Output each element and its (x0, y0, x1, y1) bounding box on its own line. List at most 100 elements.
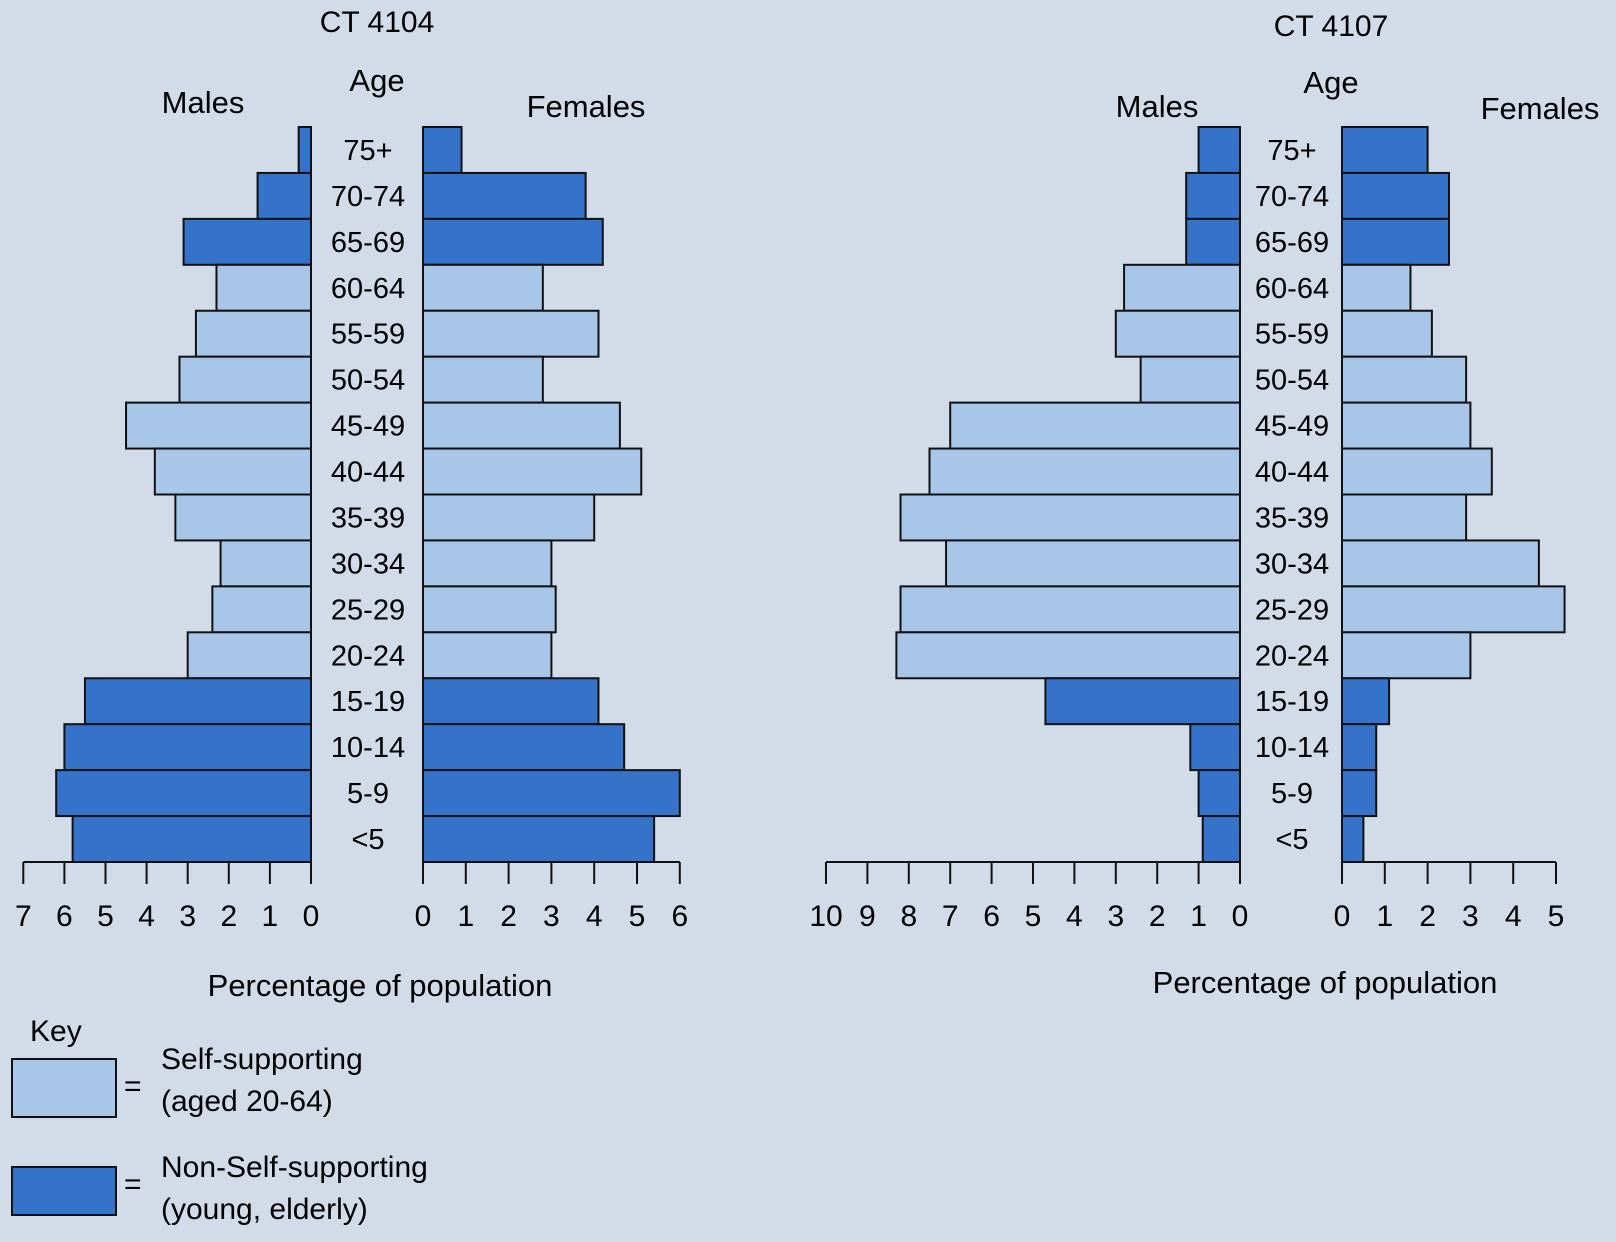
chart1-female-bar (422, 263, 544, 312)
chart1-male-tick-label: 1 (262, 900, 279, 933)
key-non-equals: = (124, 1168, 142, 1201)
chart1-x-axis-title: Percentage of population (208, 968, 553, 1003)
chart1-female-bar (422, 677, 600, 726)
chart2-age-label: 30-34 (1255, 548, 1329, 580)
chart1-female-bar (422, 493, 596, 542)
chart1-male-bar (215, 263, 312, 312)
chart1-age-label: Age (349, 63, 404, 98)
chart2-age-label: 40-44 (1255, 457, 1329, 489)
chart1-age-label: 10-14 (331, 732, 405, 764)
chart2-male-bar (1044, 677, 1242, 726)
chart2-male-tick-label: 0 (1232, 900, 1249, 933)
chart2-male-tick-label: 6 (983, 900, 1000, 933)
chart1-age-label: 5-9 (347, 778, 389, 810)
chart1-female-bar (422, 585, 557, 634)
chart1-male-bar (186, 631, 312, 680)
chart1-male-bar (174, 493, 312, 542)
chart2-male-bar (1201, 815, 1241, 863)
chart2-male-bar (1197, 769, 1241, 818)
chart2-male-tick-label: 4 (1066, 900, 1083, 933)
chart1-male-tick-label: 6 (56, 900, 73, 933)
chart2-female-bar (1341, 539, 1540, 588)
chart1-male-bar (182, 217, 312, 266)
chart2-male-bar (895, 631, 1241, 680)
chart2-female-tick-label: 5 (1548, 900, 1565, 933)
chart2-male-bar (1114, 309, 1242, 358)
chart2-female-bar (1341, 355, 1468, 404)
chart1-female-bar (422, 217, 604, 266)
chart2-female-bar (1341, 493, 1468, 542)
chart1-male-bar (153, 447, 312, 496)
chart2-title: CT 4107 (1274, 10, 1389, 43)
chart2-male-bar (945, 539, 1241, 588)
chart1-male-bar (55, 769, 313, 818)
chart2-age-label: 25-29 (1255, 594, 1329, 626)
chart2-males-label: Males (1116, 89, 1199, 124)
chart2-age-label: 75+ (1267, 135, 1316, 167)
chart1-female-tick-label: 1 (457, 900, 474, 933)
chart1-age-label: <5 (351, 824, 384, 856)
chart1-female-bar (422, 723, 626, 772)
chart1-male-bar (178, 355, 312, 404)
chart1-females-label: Females (527, 89, 646, 124)
chart1-female-bar (422, 769, 681, 818)
chart2-female-bar (1341, 401, 1472, 450)
chart2-age-label: 50-54 (1255, 365, 1329, 397)
chart1-female-tick-label: 2 (500, 900, 517, 933)
chart2-female-tick-label: 4 (1505, 900, 1522, 933)
chart2-female-bar (1341, 447, 1493, 496)
chart2-female-bar (1341, 631, 1472, 680)
chart2-male-bar (949, 401, 1241, 450)
chart2-male-bar (1185, 217, 1242, 266)
chart2-age-label: 70-74 (1255, 181, 1329, 213)
chart1-male-tick-label: 3 (179, 900, 196, 933)
chart2-male-bar (1185, 171, 1242, 220)
key-swatch-non-self-supporting (11, 1166, 117, 1216)
chart1-female-bar (422, 171, 587, 220)
chart2-age-label: 20-24 (1255, 640, 1329, 672)
chart1-female-tick-label: 6 (671, 900, 688, 933)
chart1-female-bar (422, 447, 643, 496)
chart2-female-bar (1341, 309, 1433, 358)
chart1-age-label: 60-64 (331, 273, 405, 305)
chart2-male-tick-label: 5 (1025, 900, 1042, 933)
chart1-female-tick-label: 3 (543, 900, 560, 933)
chart2-male-bar (1189, 723, 1241, 772)
chart2-female-bar (1341, 815, 1365, 863)
chart2-male-tick-label: 9 (859, 900, 876, 933)
chart2-age-label: 10-14 (1255, 732, 1329, 764)
chart1-male-tick-label: 0 (303, 900, 320, 933)
chart1-age-label: 30-34 (331, 548, 405, 580)
chart1-male-bar (211, 585, 312, 634)
chart2-male-bar (1139, 355, 1242, 404)
chart1-age-label: 45-49 (331, 411, 405, 443)
chart2-female-tick-label: 3 (1462, 900, 1479, 933)
chart2-age-label: 60-64 (1255, 273, 1329, 305)
chart2-age-label: 55-59 (1255, 319, 1329, 351)
chart1-male-tick-label: 2 (220, 900, 237, 933)
chart2-age-label: 5-9 (1271, 778, 1313, 810)
chart2-male-tick-label: 8 (900, 900, 917, 933)
chart1-male-bar (71, 815, 313, 863)
chart1-female-bar (422, 631, 553, 680)
chart1-female-tick-label: 0 (415, 900, 432, 933)
chart1-age-label: 75+ (343, 135, 392, 167)
chart2-female-bar (1341, 723, 1378, 772)
chart2-age-label: 15-19 (1255, 686, 1329, 718)
chart2-female-bar (1341, 171, 1450, 220)
chart2-male-bar (899, 585, 1242, 634)
key-non-sublabel: (young, elderly) (161, 1193, 368, 1226)
chart1-age-label: 50-54 (331, 365, 405, 397)
key-self-sublabel: (aged 20-64) (161, 1085, 333, 1118)
chart1-male-tick-label: 4 (138, 900, 155, 933)
chart1-male-bar (63, 723, 313, 772)
chart2-male-bar (1197, 126, 1241, 174)
chart1-age-label: 20-24 (331, 640, 405, 672)
chart1-male-bar (297, 126, 313, 174)
chart1-female-bar (422, 126, 463, 174)
chart2-female-bar (1341, 585, 1566, 634)
chart1-female-bar (422, 815, 656, 863)
chart1-male-tick-label: 5 (97, 900, 114, 933)
